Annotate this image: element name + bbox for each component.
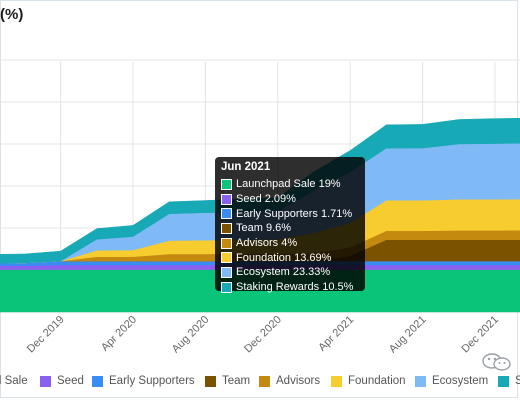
- tooltip-row-label: Staking Rewards 10.5%: [236, 281, 354, 294]
- legend-swatch: [415, 375, 426, 387]
- tooltip-swatch: [221, 178, 232, 190]
- legend-swatch: [498, 375, 509, 387]
- legend-label: d Sale: [0, 375, 28, 387]
- x-axis-tick-labels: Dec 2019 Apr 2020 Aug 2020 Dec 2020 Apr 2021…: [25, 314, 501, 356]
- tooltip: Jun 2021 Launchpad Sale 19% Seed 2.09% E…: [215, 157, 365, 293]
- legend-label: Seed: [57, 375, 84, 387]
- chart-title: (%): [0, 6, 24, 23]
- legend-item-early-supporters[interactable]: Early Supporters: [92, 372, 195, 390]
- tooltip-swatch: [221, 266, 232, 278]
- x-tick-label: Dec 2020: [242, 314, 284, 356]
- x-tick-label: Apr 2020: [99, 314, 139, 354]
- tooltip-row-label: Seed 2.09%: [236, 193, 296, 206]
- stacked-area-chart[interactable]: Dec 2019 Apr 2020 Aug 2020 Dec 2020 Apr 2021…: [0, 0, 520, 372]
- tooltip-row-label: Ecosystem 23.33%: [236, 266, 331, 279]
- tooltip-swatch: [221, 281, 232, 293]
- legend-swatch: [331, 375, 342, 387]
- legend-item-staking-rewards[interactable]: S: [498, 372, 520, 390]
- tooltip-swatch: [221, 252, 232, 264]
- x-tick-label: Aug 2020: [170, 314, 212, 356]
- legend-swatch: [259, 375, 270, 387]
- legend-item-launchpad-sale[interactable]: d Sale: [0, 372, 28, 390]
- tooltip-row-staking-rewards: Staking Rewards 10.5%: [221, 280, 359, 295]
- tooltip-row-label: Early Supporters 1.71%: [236, 207, 353, 220]
- legend-swatch: [40, 375, 51, 387]
- tooltip-swatch: [221, 237, 232, 249]
- legend-item-seed[interactable]: Seed: [40, 372, 84, 390]
- legend-swatch: [92, 375, 103, 387]
- legend-item-team[interactable]: Team: [205, 372, 250, 390]
- tooltip-row-label: Advisors 4%: [236, 237, 298, 250]
- tooltip-row-label: Team 9.6%: [236, 222, 292, 235]
- legend-label: S: [515, 375, 520, 387]
- legend-item-ecosystem[interactable]: Ecosystem: [415, 372, 488, 390]
- x-tick-label: Apr 2021: [316, 314, 356, 354]
- legend-label: Foundation: [348, 375, 406, 387]
- legend-label: Advisors: [276, 375, 321, 387]
- tooltip-swatch: [221, 193, 232, 205]
- tooltip-row-foundation: Foundation 13.69%: [221, 250, 359, 265]
- legend-item-foundation[interactable]: Foundation: [331, 372, 406, 390]
- chart-legend: d Sale Seed Early Supporters Team Adviso…: [0, 372, 520, 390]
- tooltip-row-ecosystem: Ecosystem 23.33%: [221, 265, 359, 280]
- tooltip-row-advisors: Advisors 4%: [221, 236, 359, 251]
- legend-item-advisors[interactable]: Advisors: [259, 372, 320, 390]
- tooltip-row-team: Team 9.6%: [221, 221, 359, 236]
- tooltip-row-label: Foundation 13.69%: [236, 251, 332, 264]
- x-tick-label: Dec 2021: [459, 314, 501, 356]
- legend-label: Early Supporters: [109, 375, 195, 387]
- area-staking-rewards[interactable]: [0, 118, 520, 265]
- tooltip-row-early-supporters: Early Supporters 1.71%: [221, 206, 359, 221]
- legend-label: Ecosystem: [432, 375, 489, 387]
- x-tick-label: Dec 2019: [25, 314, 67, 356]
- tooltip-row-seed: Seed 2.09%: [221, 192, 359, 207]
- tooltip-swatch: [221, 208, 232, 220]
- tooltip-title: Jun 2021: [221, 161, 271, 173]
- legend-swatch: [205, 375, 216, 387]
- tooltip-swatch: [221, 222, 232, 234]
- legend-label: Team: [222, 375, 251, 387]
- x-tick-label: Aug 2021: [387, 314, 429, 356]
- tooltip-row-launchpad-sale: Launchpad Sale 19%: [221, 177, 359, 192]
- wechat-logo-icon: [482, 353, 511, 371]
- tooltip-row-label: Launchpad Sale 19%: [236, 178, 341, 191]
